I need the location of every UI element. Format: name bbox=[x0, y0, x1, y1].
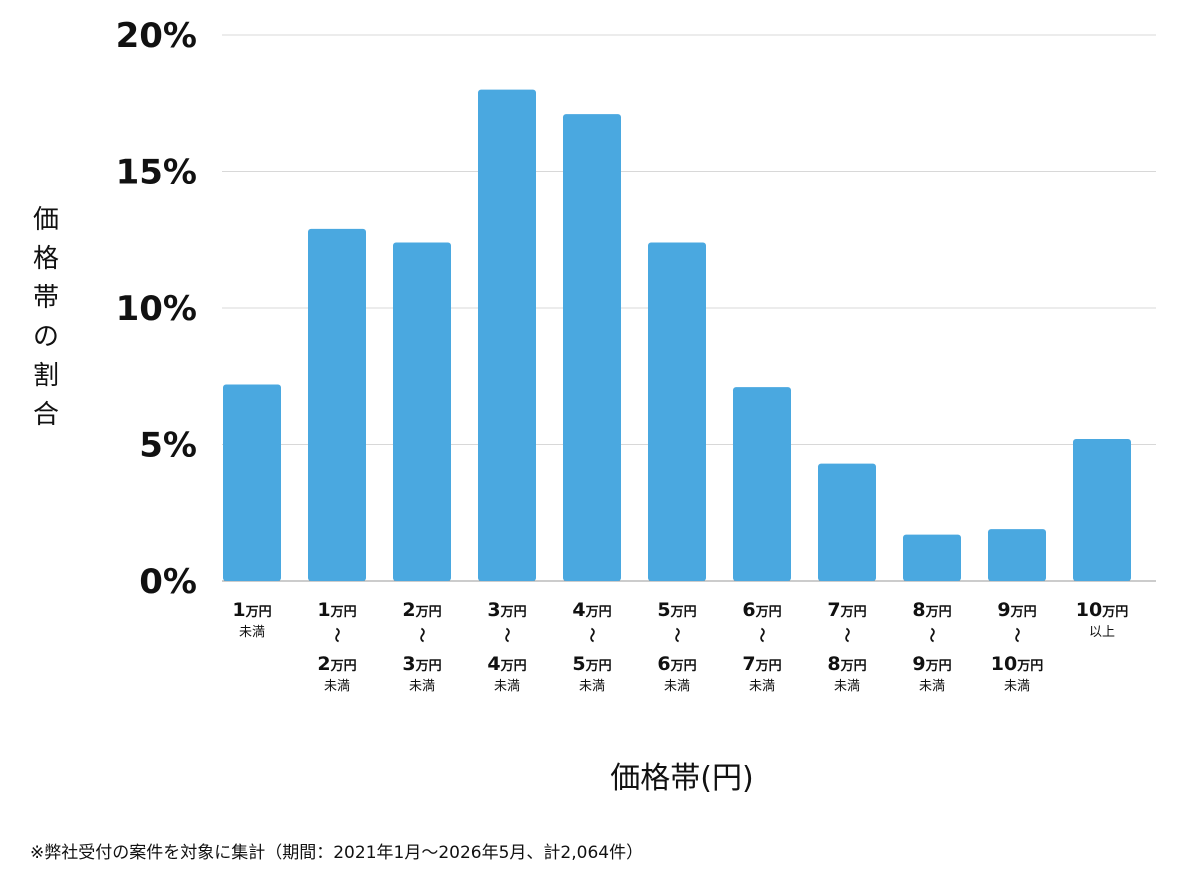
range-symbol: 〜 bbox=[1008, 627, 1026, 642]
category-suffix: 未満 bbox=[664, 679, 690, 694]
y-tick-label: 0% bbox=[139, 562, 197, 602]
category-suffix: 未満 bbox=[919, 679, 945, 694]
range-symbol: 〜 bbox=[668, 627, 686, 642]
bar bbox=[308, 228, 366, 581]
category-price: 3万円 bbox=[487, 599, 526, 621]
y-axis-label-char: 合 bbox=[33, 400, 59, 430]
category-suffix: 未満 bbox=[494, 679, 520, 694]
bar bbox=[478, 89, 536, 581]
range-symbol: 〜 bbox=[498, 627, 516, 642]
category-price: 7万円 bbox=[742, 653, 781, 675]
y-tick-label: 15% bbox=[116, 153, 197, 193]
category-price: 10万円 bbox=[1076, 599, 1128, 621]
category-price: 2万円 bbox=[317, 653, 356, 675]
range-symbol: 〜 bbox=[583, 627, 601, 642]
bar bbox=[903, 534, 961, 581]
category-suffix: 未満 bbox=[409, 679, 435, 694]
y-axis-label-char: の bbox=[33, 322, 59, 352]
category-price: 5万円 bbox=[657, 599, 696, 621]
category-price: 7万円 bbox=[827, 599, 866, 621]
category-price: 6万円 bbox=[742, 599, 781, 621]
footnote: ※弊社受付の案件を対象に集計（期間：2021年1月〜2026年5月、計2,064… bbox=[30, 843, 644, 863]
y-tick-label: 20% bbox=[116, 16, 197, 56]
category-price: 4万円 bbox=[572, 599, 611, 621]
category-price: 2万円 bbox=[402, 599, 441, 621]
category-suffix: 未満 bbox=[1004, 679, 1030, 694]
bar bbox=[223, 384, 281, 581]
y-tick-label: 10% bbox=[116, 289, 197, 329]
y-axis-label-char: 格 bbox=[33, 244, 59, 274]
category-price: 4万円 bbox=[487, 653, 526, 675]
category-suffix: 未満 bbox=[324, 679, 350, 694]
category-suffix: 以上 bbox=[1089, 625, 1115, 640]
bar bbox=[648, 242, 706, 582]
range-symbol: 〜 bbox=[838, 627, 856, 642]
x-axis-categories: 1万円未満1万円〜2万円未満2万円〜3万円未満3万円〜4万円未満4万円〜5万円未… bbox=[232, 599, 1128, 694]
y-tick-label: 5% bbox=[139, 426, 197, 466]
bar bbox=[988, 529, 1046, 581]
y-axis-label-char: 割 bbox=[33, 361, 59, 391]
category-suffix: 未満 bbox=[749, 679, 775, 694]
range-symbol: 〜 bbox=[923, 627, 941, 642]
x-axis-label: 価格帯(円) bbox=[610, 761, 753, 796]
category-price: 6万円 bbox=[657, 653, 696, 675]
category-price: 3万円 bbox=[402, 653, 441, 675]
range-symbol: 〜 bbox=[753, 627, 771, 642]
y-axis-ticks: 0% 5% 10% 15% 20% bbox=[116, 16, 197, 602]
category-price: 9万円 bbox=[912, 653, 951, 675]
bar bbox=[733, 387, 791, 581]
category-price: 10万円 bbox=[991, 653, 1043, 675]
y-axis-label-char: 価 bbox=[33, 205, 59, 235]
category-suffix: 未満 bbox=[239, 625, 265, 640]
category-price: 9万円 bbox=[997, 599, 1036, 621]
bar bbox=[563, 114, 621, 582]
range-symbol: 〜 bbox=[328, 627, 346, 642]
category-price: 5万円 bbox=[572, 653, 611, 675]
y-axis-label-char: 帯 bbox=[33, 283, 59, 313]
category-suffix: 未満 bbox=[579, 679, 605, 694]
range-symbol: 〜 bbox=[413, 627, 431, 642]
bar bbox=[818, 463, 876, 581]
bars bbox=[223, 89, 1131, 582]
category-price: 8万円 bbox=[827, 653, 866, 675]
category-price: 1万円 bbox=[232, 599, 271, 621]
bar bbox=[1073, 439, 1131, 581]
category-price: 1万円 bbox=[317, 599, 356, 621]
category-price: 8万円 bbox=[912, 599, 951, 621]
category-suffix: 未満 bbox=[834, 679, 860, 694]
bar bbox=[393, 242, 451, 582]
